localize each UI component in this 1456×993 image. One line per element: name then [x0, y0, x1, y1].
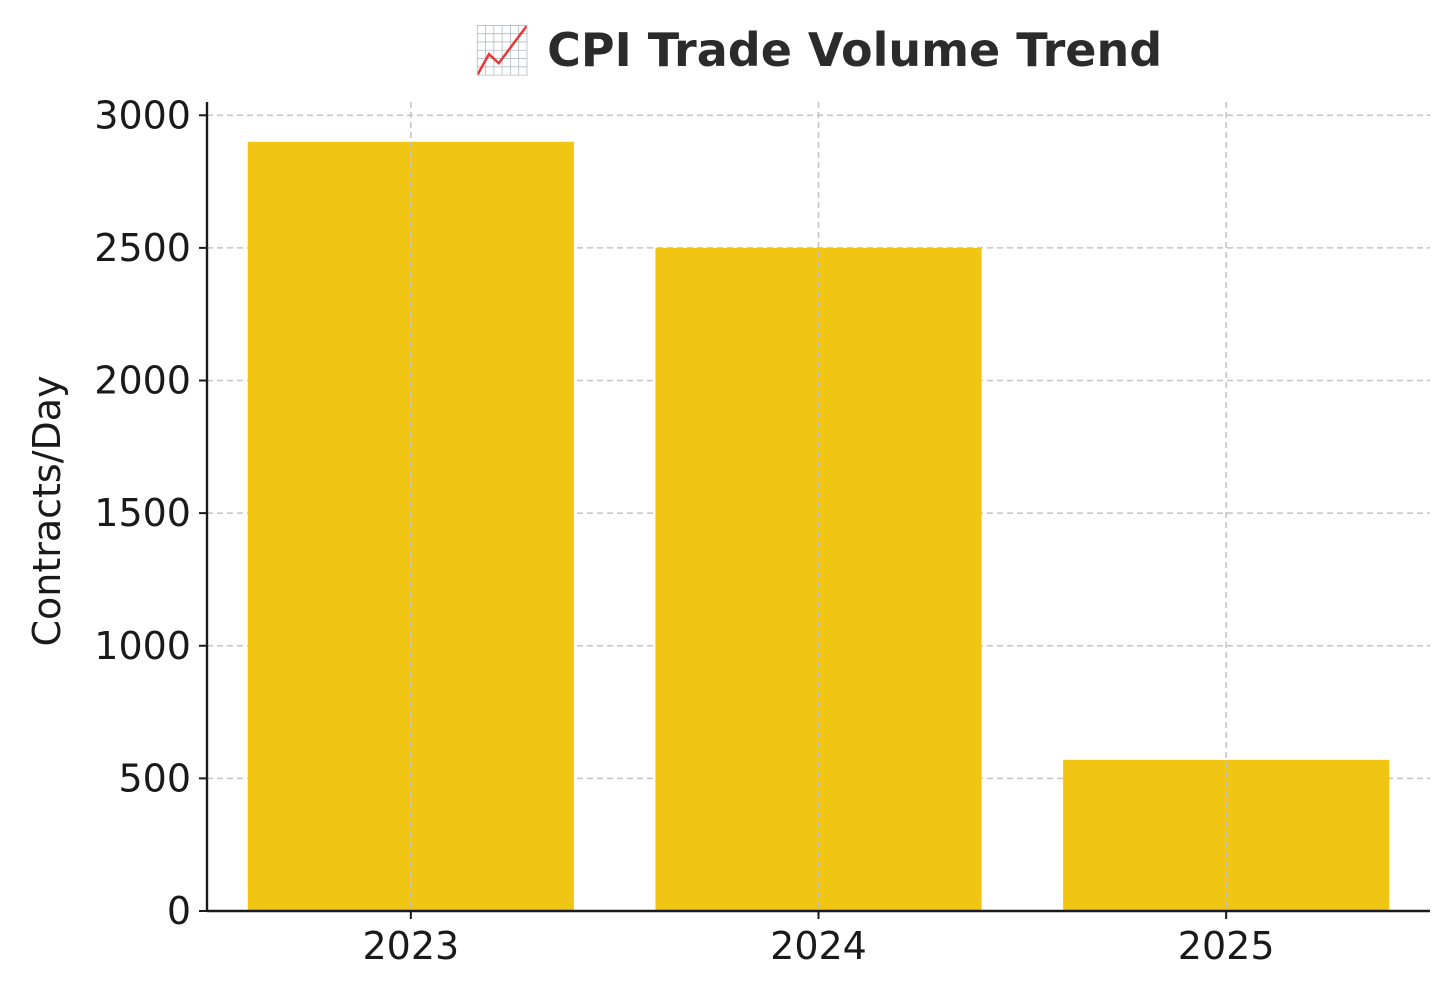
x-tick-label: 2025 — [1178, 924, 1275, 968]
x-tick-label: 2024 — [770, 924, 867, 968]
axes-layer — [199, 102, 1430, 919]
y-axis-label: Contracts/Day — [25, 375, 69, 646]
x-tick-label: 2023 — [362, 924, 459, 968]
y-tick-label: 0 — [167, 889, 191, 933]
y-tick-label: 2500 — [94, 226, 191, 270]
y-tick-label: 2000 — [94, 359, 191, 403]
y-tick-label: 1500 — [94, 491, 191, 535]
chart-title: 📈 CPI Trade Volume Trend — [474, 23, 1162, 77]
y-tick-label: 3000 — [94, 93, 191, 137]
labels-layer: 0 500 1000 1500 2000 2500 3000 2023 2024 2025 — [94, 93, 1274, 968]
y-tick-label: 1000 — [94, 624, 191, 668]
y-tick-label: 500 — [118, 756, 191, 800]
bar-2024 — [655, 247, 982, 911]
